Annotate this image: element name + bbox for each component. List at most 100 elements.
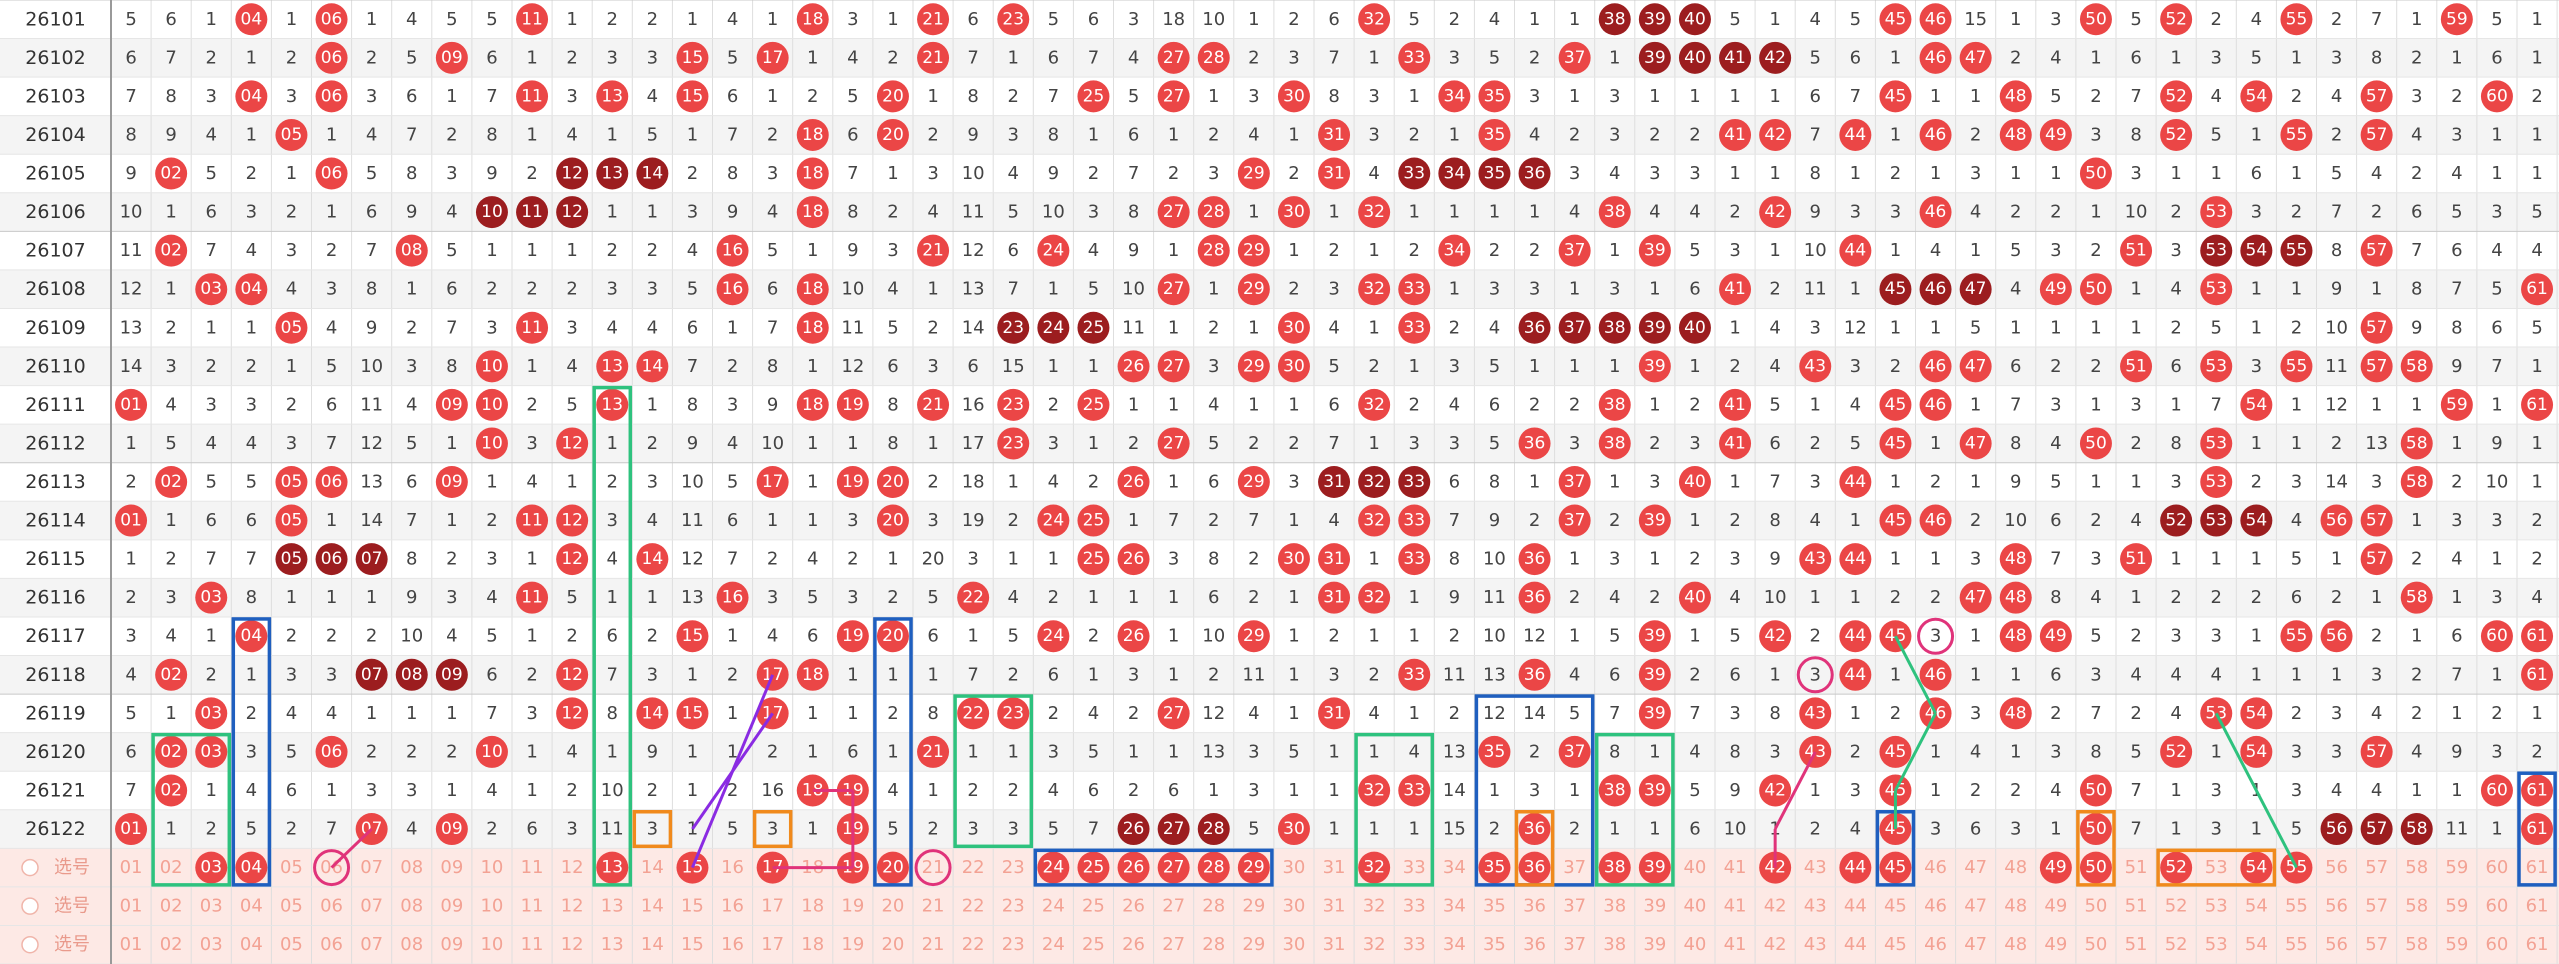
selectable-number[interactable]: 35 bbox=[1483, 896, 1506, 917]
selectable-number[interactable]: 05 bbox=[280, 857, 303, 878]
selectable-number[interactable]: 54 bbox=[2245, 934, 2268, 955]
selected-number[interactable]: 03 bbox=[200, 858, 222, 878]
selectable-number[interactable]: 22 bbox=[962, 857, 985, 878]
selected-number[interactable]: 32 bbox=[1363, 858, 1385, 878]
selected-ball[interactable] bbox=[1037, 851, 1070, 884]
selectable-number[interactable]: 40 bbox=[1683, 896, 1706, 917]
selected-number[interactable]: 54 bbox=[2246, 858, 2268, 878]
selectable-number[interactable]: 33 bbox=[1403, 857, 1426, 878]
selected-ball[interactable] bbox=[1638, 851, 1671, 884]
selected-number[interactable]: 52 bbox=[2165, 858, 2187, 878]
selectable-number[interactable]: 45 bbox=[1884, 896, 1907, 917]
selectable-number[interactable]: 15 bbox=[681, 896, 704, 917]
selection-label[interactable]: 选号 bbox=[54, 857, 90, 878]
selectable-number[interactable]: 38 bbox=[1603, 934, 1626, 955]
selectable-number[interactable]: 30 bbox=[1282, 896, 1305, 917]
selectable-number[interactable]: 07 bbox=[360, 934, 383, 955]
selectable-number[interactable]: 56 bbox=[2325, 896, 2348, 917]
selectable-number[interactable]: 30 bbox=[1282, 934, 1305, 955]
selectable-number[interactable]: 30 bbox=[1282, 857, 1305, 878]
selectable-number[interactable]: 31 bbox=[1323, 857, 1346, 878]
selectable-number[interactable]: 03 bbox=[200, 896, 223, 917]
selectable-number[interactable]: 27 bbox=[1162, 934, 1185, 955]
selectable-number[interactable]: 20 bbox=[881, 934, 904, 955]
selectable-number[interactable]: 61 bbox=[2526, 934, 2549, 955]
selectable-number[interactable]: 11 bbox=[521, 896, 544, 917]
selectable-number[interactable]: 37 bbox=[1563, 896, 1586, 917]
selectable-number[interactable]: 04 bbox=[240, 896, 263, 917]
selectable-number[interactable]: 51 bbox=[2125, 934, 2148, 955]
selectable-number[interactable]: 13 bbox=[601, 896, 624, 917]
selected-ball[interactable] bbox=[2160, 851, 2193, 884]
selectable-number[interactable]: 10 bbox=[480, 896, 503, 917]
selectable-number[interactable]: 07 bbox=[360, 896, 383, 917]
selectable-number[interactable]: 59 bbox=[2445, 857, 2468, 878]
selectable-number[interactable]: 01 bbox=[120, 896, 143, 917]
selected-ball[interactable] bbox=[1077, 851, 1110, 884]
selectable-number[interactable]: 31 bbox=[1323, 896, 1346, 917]
selected-number[interactable]: 13 bbox=[601, 858, 623, 878]
selectable-number[interactable]: 26 bbox=[1122, 896, 1145, 917]
selectable-number[interactable]: 11 bbox=[521, 934, 544, 955]
selectable-number[interactable]: 42 bbox=[1764, 934, 1787, 955]
selection-label[interactable]: 选号 bbox=[54, 896, 90, 917]
selectable-number[interactable]: 40 bbox=[1683, 934, 1706, 955]
selected-ball[interactable] bbox=[195, 851, 228, 884]
selectable-number[interactable]: 41 bbox=[1724, 934, 1747, 955]
selectable-number[interactable]: 05 bbox=[280, 934, 303, 955]
selectable-number[interactable]: 12 bbox=[561, 857, 584, 878]
selected-number[interactable]: 38 bbox=[1604, 858, 1626, 878]
selectable-number[interactable]: 57 bbox=[2365, 896, 2388, 917]
selectable-number[interactable]: 36 bbox=[1523, 934, 1546, 955]
selectable-number[interactable]: 50 bbox=[2084, 896, 2107, 917]
selectable-number[interactable]: 14 bbox=[641, 896, 664, 917]
selectable-number[interactable]: 43 bbox=[1804, 934, 1827, 955]
selectable-number[interactable]: 18 bbox=[801, 896, 824, 917]
selectable-number[interactable]: 19 bbox=[841, 934, 864, 955]
selectable-number[interactable]: 29 bbox=[1242, 934, 1265, 955]
selectable-number[interactable]: 02 bbox=[160, 934, 183, 955]
selectable-number[interactable]: 48 bbox=[2004, 934, 2027, 955]
selectable-number[interactable]: 34 bbox=[1443, 934, 1466, 955]
selectable-number[interactable]: 40 bbox=[1683, 857, 1706, 878]
selectable-number[interactable]: 21 bbox=[922, 857, 945, 878]
selectable-number[interactable]: 24 bbox=[1042, 934, 1065, 955]
selected-number[interactable]: 20 bbox=[882, 858, 904, 878]
selectable-number[interactable]: 01 bbox=[120, 857, 143, 878]
selectable-number[interactable]: 27 bbox=[1162, 896, 1185, 917]
selectable-number[interactable]: 52 bbox=[2165, 934, 2188, 955]
select-radio[interactable] bbox=[21, 897, 39, 915]
selected-ball[interactable] bbox=[1117, 851, 1150, 884]
selected-number[interactable]: 50 bbox=[2085, 858, 2107, 878]
selectable-number[interactable]: 45 bbox=[1884, 934, 1907, 955]
selectable-number[interactable]: 09 bbox=[440, 896, 463, 917]
selectable-number[interactable]: 07 bbox=[360, 857, 383, 878]
selectable-number[interactable]: 58 bbox=[2405, 857, 2428, 878]
selected-ball[interactable] bbox=[1518, 851, 1551, 884]
selectable-number[interactable]: 59 bbox=[2445, 896, 2468, 917]
selectable-number[interactable]: 44 bbox=[1844, 934, 1867, 955]
selectable-number[interactable]: 56 bbox=[2325, 934, 2348, 955]
selectable-number[interactable]: 17 bbox=[761, 934, 784, 955]
selectable-number[interactable]: 34 bbox=[1443, 857, 1466, 878]
selectable-number[interactable]: 20 bbox=[881, 896, 904, 917]
selected-number[interactable]: 04 bbox=[241, 858, 263, 878]
selected-ball[interactable] bbox=[235, 851, 268, 884]
selectable-number[interactable]: 48 bbox=[2004, 896, 2027, 917]
selected-number[interactable]: 45 bbox=[1885, 858, 1907, 878]
selected-number[interactable]: 28 bbox=[1203, 858, 1225, 878]
selected-number[interactable]: 36 bbox=[1524, 858, 1546, 878]
selectable-number[interactable]: 46 bbox=[1924, 896, 1947, 917]
selectable-number[interactable]: 49 bbox=[2044, 896, 2067, 917]
selected-ball[interactable] bbox=[1839, 851, 1872, 884]
selectable-number[interactable]: 58 bbox=[2405, 896, 2428, 917]
selectable-number[interactable]: 23 bbox=[1002, 934, 1025, 955]
selectable-number[interactable]: 47 bbox=[1964, 896, 1987, 917]
selectable-number[interactable]: 57 bbox=[2365, 934, 2388, 955]
select-radio[interactable] bbox=[21, 858, 39, 877]
selected-ball[interactable] bbox=[2240, 851, 2273, 884]
selectable-number[interactable]: 33 bbox=[1403, 934, 1426, 955]
selectable-number[interactable]: 12 bbox=[561, 896, 584, 917]
selectable-number[interactable]: 22 bbox=[962, 934, 985, 955]
selectable-number[interactable]: 26 bbox=[1122, 934, 1145, 955]
